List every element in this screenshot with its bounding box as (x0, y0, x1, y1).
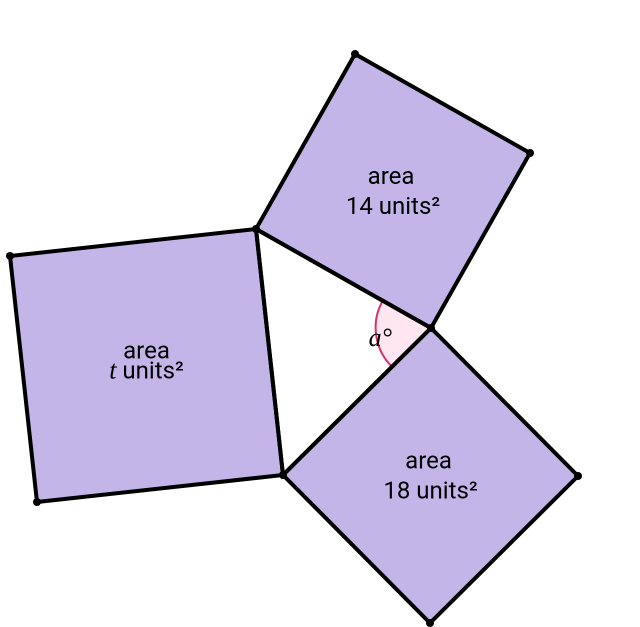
square-right (283, 328, 578, 623)
vertex-dot (279, 471, 287, 479)
angle-label: a° (369, 323, 392, 352)
vertex-dot (426, 619, 434, 627)
vertex-dot (351, 50, 359, 58)
vertex-dot (6, 252, 14, 260)
vertex-dot (252, 225, 260, 233)
vertex-dot (574, 472, 582, 480)
vertex-dot (427, 324, 435, 332)
vertex-dot (526, 149, 534, 157)
square-top (256, 54, 530, 328)
pythagoras-diagram: area 14 units² area 18 units² areat unit… (0, 0, 640, 627)
vertex-dot (33, 498, 41, 506)
